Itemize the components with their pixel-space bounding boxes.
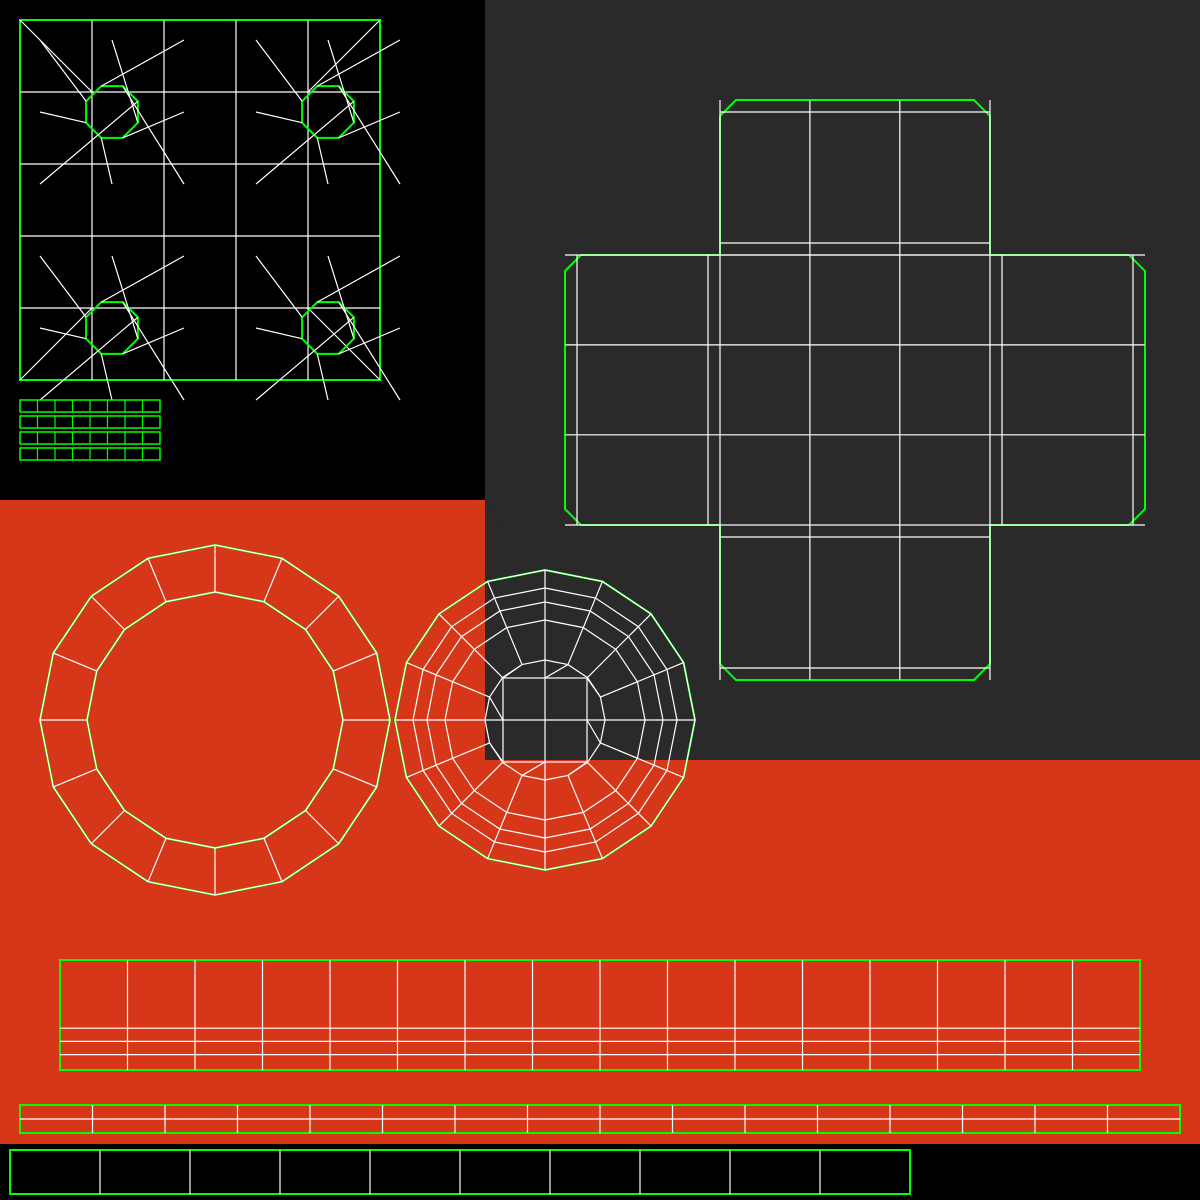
uv-layout-canvas: [0, 0, 1200, 1200]
uv-island-disc: [395, 570, 695, 870]
